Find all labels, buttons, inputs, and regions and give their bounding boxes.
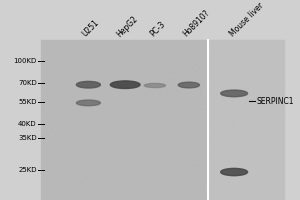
Text: 25KD: 25KD: [18, 167, 37, 173]
Text: 70KD: 70KD: [18, 80, 37, 86]
Text: 100KD: 100KD: [14, 58, 37, 64]
Text: PC-3: PC-3: [148, 20, 167, 39]
Text: 40KD: 40KD: [18, 121, 37, 127]
Text: HepG2: HepG2: [115, 14, 139, 39]
Ellipse shape: [144, 83, 166, 88]
Text: U251: U251: [81, 18, 101, 39]
Text: Mouse liver: Mouse liver: [228, 1, 265, 39]
Bar: [41, 40, 208, 199]
Ellipse shape: [76, 100, 100, 106]
Text: 35KD: 35KD: [18, 135, 37, 141]
Ellipse shape: [221, 168, 247, 176]
Text: Ho8910?: Ho8910?: [181, 9, 211, 39]
Ellipse shape: [110, 81, 140, 89]
Ellipse shape: [178, 82, 200, 88]
Ellipse shape: [221, 90, 247, 97]
Ellipse shape: [76, 81, 100, 88]
Text: 55KD: 55KD: [18, 99, 37, 105]
Text: SERPINC1: SERPINC1: [256, 97, 294, 106]
Bar: [208, 40, 284, 199]
